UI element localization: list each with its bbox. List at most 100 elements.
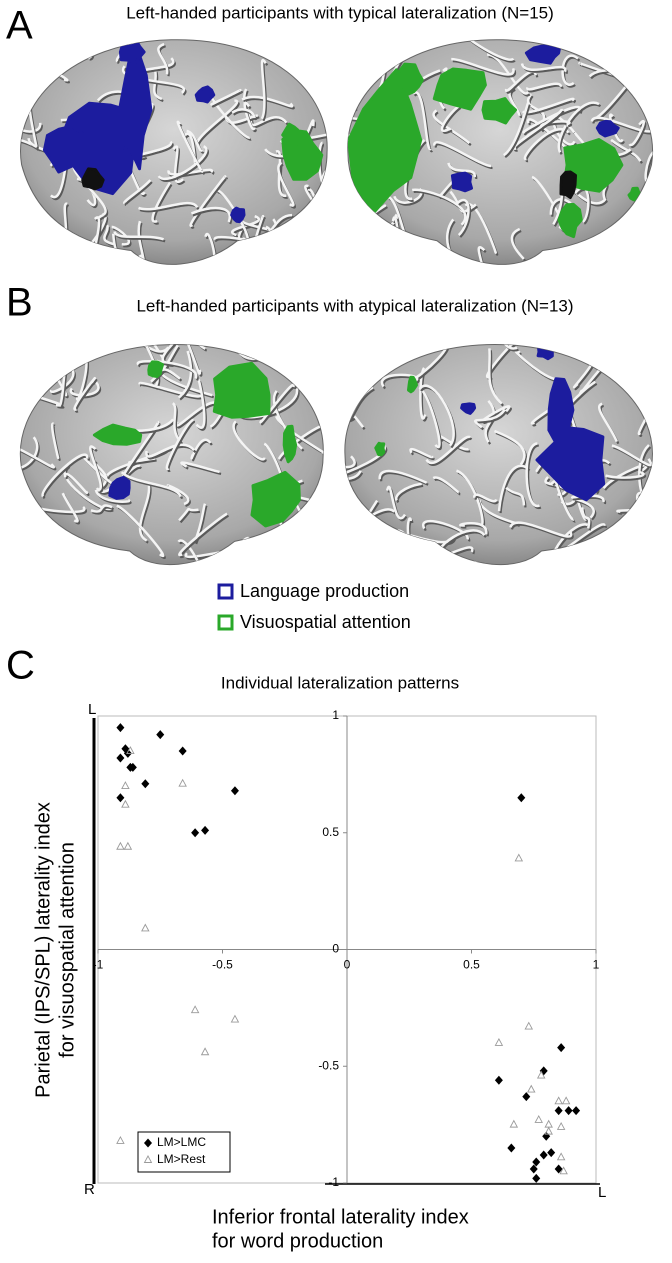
sulcus [386, 344, 413, 346]
gyrus-highlight [347, 39, 358, 83]
sulcus [559, 103, 602, 155]
gyrus-highlight [177, 571, 227, 581]
sulcus [438, 572, 494, 589]
gyrus-highlight [619, 533, 653, 561]
sulcus [211, 562, 240, 565]
gyrus-highlight [611, 444, 653, 467]
data-point [529, 1164, 538, 1174]
gyrus-highlight [432, 109, 471, 145]
gyrus-highlight [344, 358, 396, 378]
activation-blob [194, 85, 216, 104]
sulcus [295, 344, 308, 349]
gyrus-highlight [652, 437, 653, 470]
gyrus-highlight [409, 447, 434, 459]
sulcus [399, 318, 427, 343]
sulcus [392, 344, 420, 360]
data-point [556, 1152, 566, 1161]
data-point [156, 730, 165, 740]
activation-blob [396, 62, 424, 97]
sulcus [617, 510, 653, 515]
activation-blob [147, 360, 164, 378]
gyrus-highlight [549, 198, 572, 215]
sulcus [344, 472, 364, 482]
activation-blob [117, 51, 153, 171]
y-axis-label: for visuospatial attention [56, 842, 78, 1058]
gyrus-highlight [306, 360, 324, 395]
gyrus-highlight [167, 168, 213, 176]
gyrus-highlight [48, 39, 61, 61]
gyrus-highlight [172, 145, 184, 184]
gyrus-highlight [655, 432, 672, 452]
gyrus-highlight [596, 251, 614, 265]
gyrus-highlight [376, 240, 410, 265]
gyrus-highlight [357, 529, 406, 565]
gyrus-highlight [190, 438, 212, 460]
gyrus-highlight [505, 486, 526, 506]
y-tick-label: -0.5 [318, 1058, 339, 1072]
data-point [539, 1150, 548, 1160]
data-point [532, 1157, 541, 1167]
data-point [191, 828, 200, 838]
gyrus-highlight [422, 519, 469, 540]
sulcus [458, 201, 471, 238]
gyrus-highlight [419, 387, 441, 449]
sulcus [452, 60, 516, 78]
x-tick-label: -1 [93, 958, 104, 972]
gyrus-highlight [580, 507, 591, 529]
sulcus [461, 574, 493, 610]
gyrus-highlight [195, 378, 206, 429]
gyrus-highlight [637, 540, 650, 565]
sulcus [576, 189, 591, 225]
data-point [230, 786, 239, 796]
gyrus-highlight [593, 248, 608, 265]
gyrus-highlight [385, 486, 407, 520]
sulcus [514, 110, 565, 152]
gyrus-highlight [336, 223, 346, 267]
gyrus-highlight [620, 268, 634, 297]
y-tick-label: 0.5 [322, 825, 339, 839]
gyrus-highlight [635, 489, 653, 502]
gyrus-highlight [646, 203, 653, 223]
gyrus-highlight [398, 316, 426, 341]
sulcus [371, 229, 391, 263]
activation-blob [230, 206, 246, 224]
data-point [554, 1164, 563, 1174]
gyrus-highlight [601, 352, 633, 376]
sulcus [639, 407, 653, 437]
data-point [524, 1021, 534, 1030]
sulcus [402, 555, 416, 565]
data-point [494, 1075, 503, 1085]
gyrus-highlight [20, 344, 51, 373]
gyrus-highlight [243, 101, 256, 131]
sulcus [302, 53, 328, 77]
gyrus-highlight [260, 58, 267, 120]
sulcus [21, 43, 68, 82]
sulcus [337, 225, 347, 269]
activation-blob [212, 361, 271, 419]
gyrus-highlight [151, 181, 172, 223]
gyrus-highlight [502, 102, 530, 157]
legend-marker [144, 1138, 152, 1148]
gyrus-highlight [456, 198, 470, 236]
gyrus-highlight [344, 443, 386, 477]
data-point [116, 753, 125, 763]
axis-end-label: L [88, 701, 96, 718]
gyrus-highlight [137, 344, 159, 389]
gyrus-highlight [79, 547, 94, 565]
gyrus-highlight [525, 442, 540, 507]
sulcus [623, 228, 629, 265]
gyrus-highlight [437, 570, 493, 587]
legend-label: Language production [240, 581, 409, 601]
gyrus-highlight [432, 476, 460, 494]
sulcus [293, 62, 322, 71]
activation-blob [559, 170, 577, 199]
gyrus-highlight [443, 560, 479, 565]
sulcus [510, 523, 574, 540]
data-point [544, 1126, 553, 1135]
gyrus-highlight [101, 266, 135, 300]
gyrus-highlight [327, 39, 328, 67]
gyrus-highlight [72, 166, 107, 217]
gyrus-highlight [459, 522, 488, 535]
gyrus-highlight [520, 62, 567, 73]
gyrus-highlight [385, 333, 410, 343]
